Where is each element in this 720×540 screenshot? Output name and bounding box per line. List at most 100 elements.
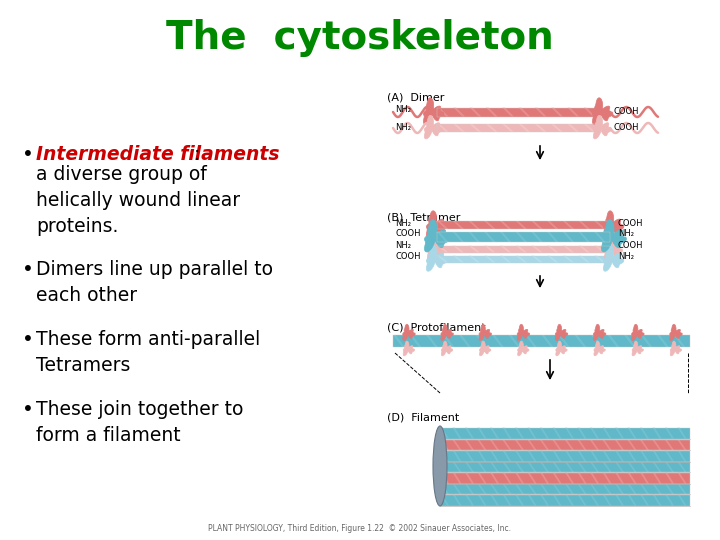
Polygon shape: [665, 428, 674, 438]
Polygon shape: [484, 232, 495, 242]
Polygon shape: [490, 484, 499, 494]
Polygon shape: [665, 495, 674, 505]
Polygon shape: [440, 450, 449, 462]
Polygon shape: [551, 124, 563, 132]
Polygon shape: [678, 484, 686, 494]
Polygon shape: [428, 237, 446, 260]
Polygon shape: [490, 472, 499, 483]
Polygon shape: [552, 472, 562, 483]
Polygon shape: [631, 325, 644, 341]
Ellipse shape: [433, 426, 447, 506]
Polygon shape: [594, 246, 606, 253]
Polygon shape: [628, 428, 636, 438]
Polygon shape: [615, 495, 624, 505]
Polygon shape: [426, 335, 438, 347]
Polygon shape: [441, 341, 453, 356]
Polygon shape: [515, 428, 524, 438]
Bar: [437, 124, 600, 132]
Polygon shape: [665, 484, 674, 494]
Bar: [440, 462, 690, 472]
Polygon shape: [565, 484, 574, 494]
Polygon shape: [540, 472, 549, 483]
Polygon shape: [603, 428, 611, 438]
Polygon shape: [552, 428, 562, 438]
Text: •: •: [22, 260, 34, 279]
Bar: [437, 255, 610, 262]
Polygon shape: [604, 237, 623, 260]
Bar: [440, 462, 690, 472]
Polygon shape: [565, 450, 574, 462]
Polygon shape: [652, 472, 662, 483]
Polygon shape: [452, 462, 462, 472]
Bar: [440, 484, 690, 494]
Polygon shape: [518, 124, 530, 132]
Polygon shape: [528, 450, 536, 462]
Polygon shape: [469, 232, 480, 242]
Polygon shape: [590, 450, 599, 462]
Polygon shape: [665, 462, 674, 472]
Text: (A)  Dimer: (A) Dimer: [387, 93, 444, 103]
Polygon shape: [410, 335, 421, 347]
Polygon shape: [477, 450, 487, 462]
Polygon shape: [579, 255, 590, 262]
Polygon shape: [503, 107, 514, 117]
Polygon shape: [652, 484, 662, 494]
Bar: [437, 255, 610, 262]
Polygon shape: [590, 472, 599, 483]
Bar: [393, 335, 690, 347]
Polygon shape: [465, 495, 474, 505]
Polygon shape: [453, 255, 464, 262]
Polygon shape: [558, 335, 570, 347]
Polygon shape: [565, 472, 574, 483]
Polygon shape: [484, 255, 495, 262]
Polygon shape: [453, 232, 464, 242]
Polygon shape: [567, 107, 579, 117]
Polygon shape: [556, 341, 567, 356]
Polygon shape: [426, 245, 447, 271]
Polygon shape: [665, 440, 674, 450]
Polygon shape: [567, 124, 579, 132]
Polygon shape: [652, 440, 662, 450]
Polygon shape: [426, 211, 447, 237]
Polygon shape: [402, 325, 415, 341]
Polygon shape: [540, 428, 549, 438]
Polygon shape: [577, 495, 587, 505]
Polygon shape: [479, 325, 492, 341]
Polygon shape: [615, 462, 624, 472]
Text: NH₂: NH₂: [395, 241, 411, 250]
Bar: [440, 428, 690, 438]
Polygon shape: [665, 450, 674, 462]
Bar: [440, 495, 690, 505]
Polygon shape: [528, 440, 536, 450]
Bar: [440, 450, 690, 462]
Polygon shape: [547, 246, 559, 253]
Polygon shape: [547, 255, 559, 262]
Bar: [440, 440, 690, 450]
Polygon shape: [469, 255, 480, 262]
Polygon shape: [459, 335, 471, 347]
Polygon shape: [640, 495, 649, 505]
Polygon shape: [452, 450, 462, 462]
Polygon shape: [584, 124, 595, 132]
Polygon shape: [490, 440, 499, 450]
Polygon shape: [425, 220, 449, 252]
Polygon shape: [552, 495, 562, 505]
Polygon shape: [484, 221, 495, 229]
Polygon shape: [531, 255, 543, 262]
Polygon shape: [652, 495, 662, 505]
Polygon shape: [540, 495, 549, 505]
Polygon shape: [440, 440, 449, 450]
Polygon shape: [477, 462, 487, 472]
Polygon shape: [678, 428, 686, 438]
Bar: [437, 107, 600, 117]
Polygon shape: [579, 246, 590, 253]
Polygon shape: [437, 221, 449, 229]
Polygon shape: [603, 211, 624, 237]
Polygon shape: [452, 495, 462, 505]
Polygon shape: [678, 462, 686, 472]
Polygon shape: [603, 495, 611, 505]
Polygon shape: [465, 440, 474, 450]
Polygon shape: [615, 450, 624, 462]
Text: a diverse group of
helically wound linear
proteins.: a diverse group of helically wound linea…: [36, 165, 240, 235]
Polygon shape: [486, 107, 498, 117]
